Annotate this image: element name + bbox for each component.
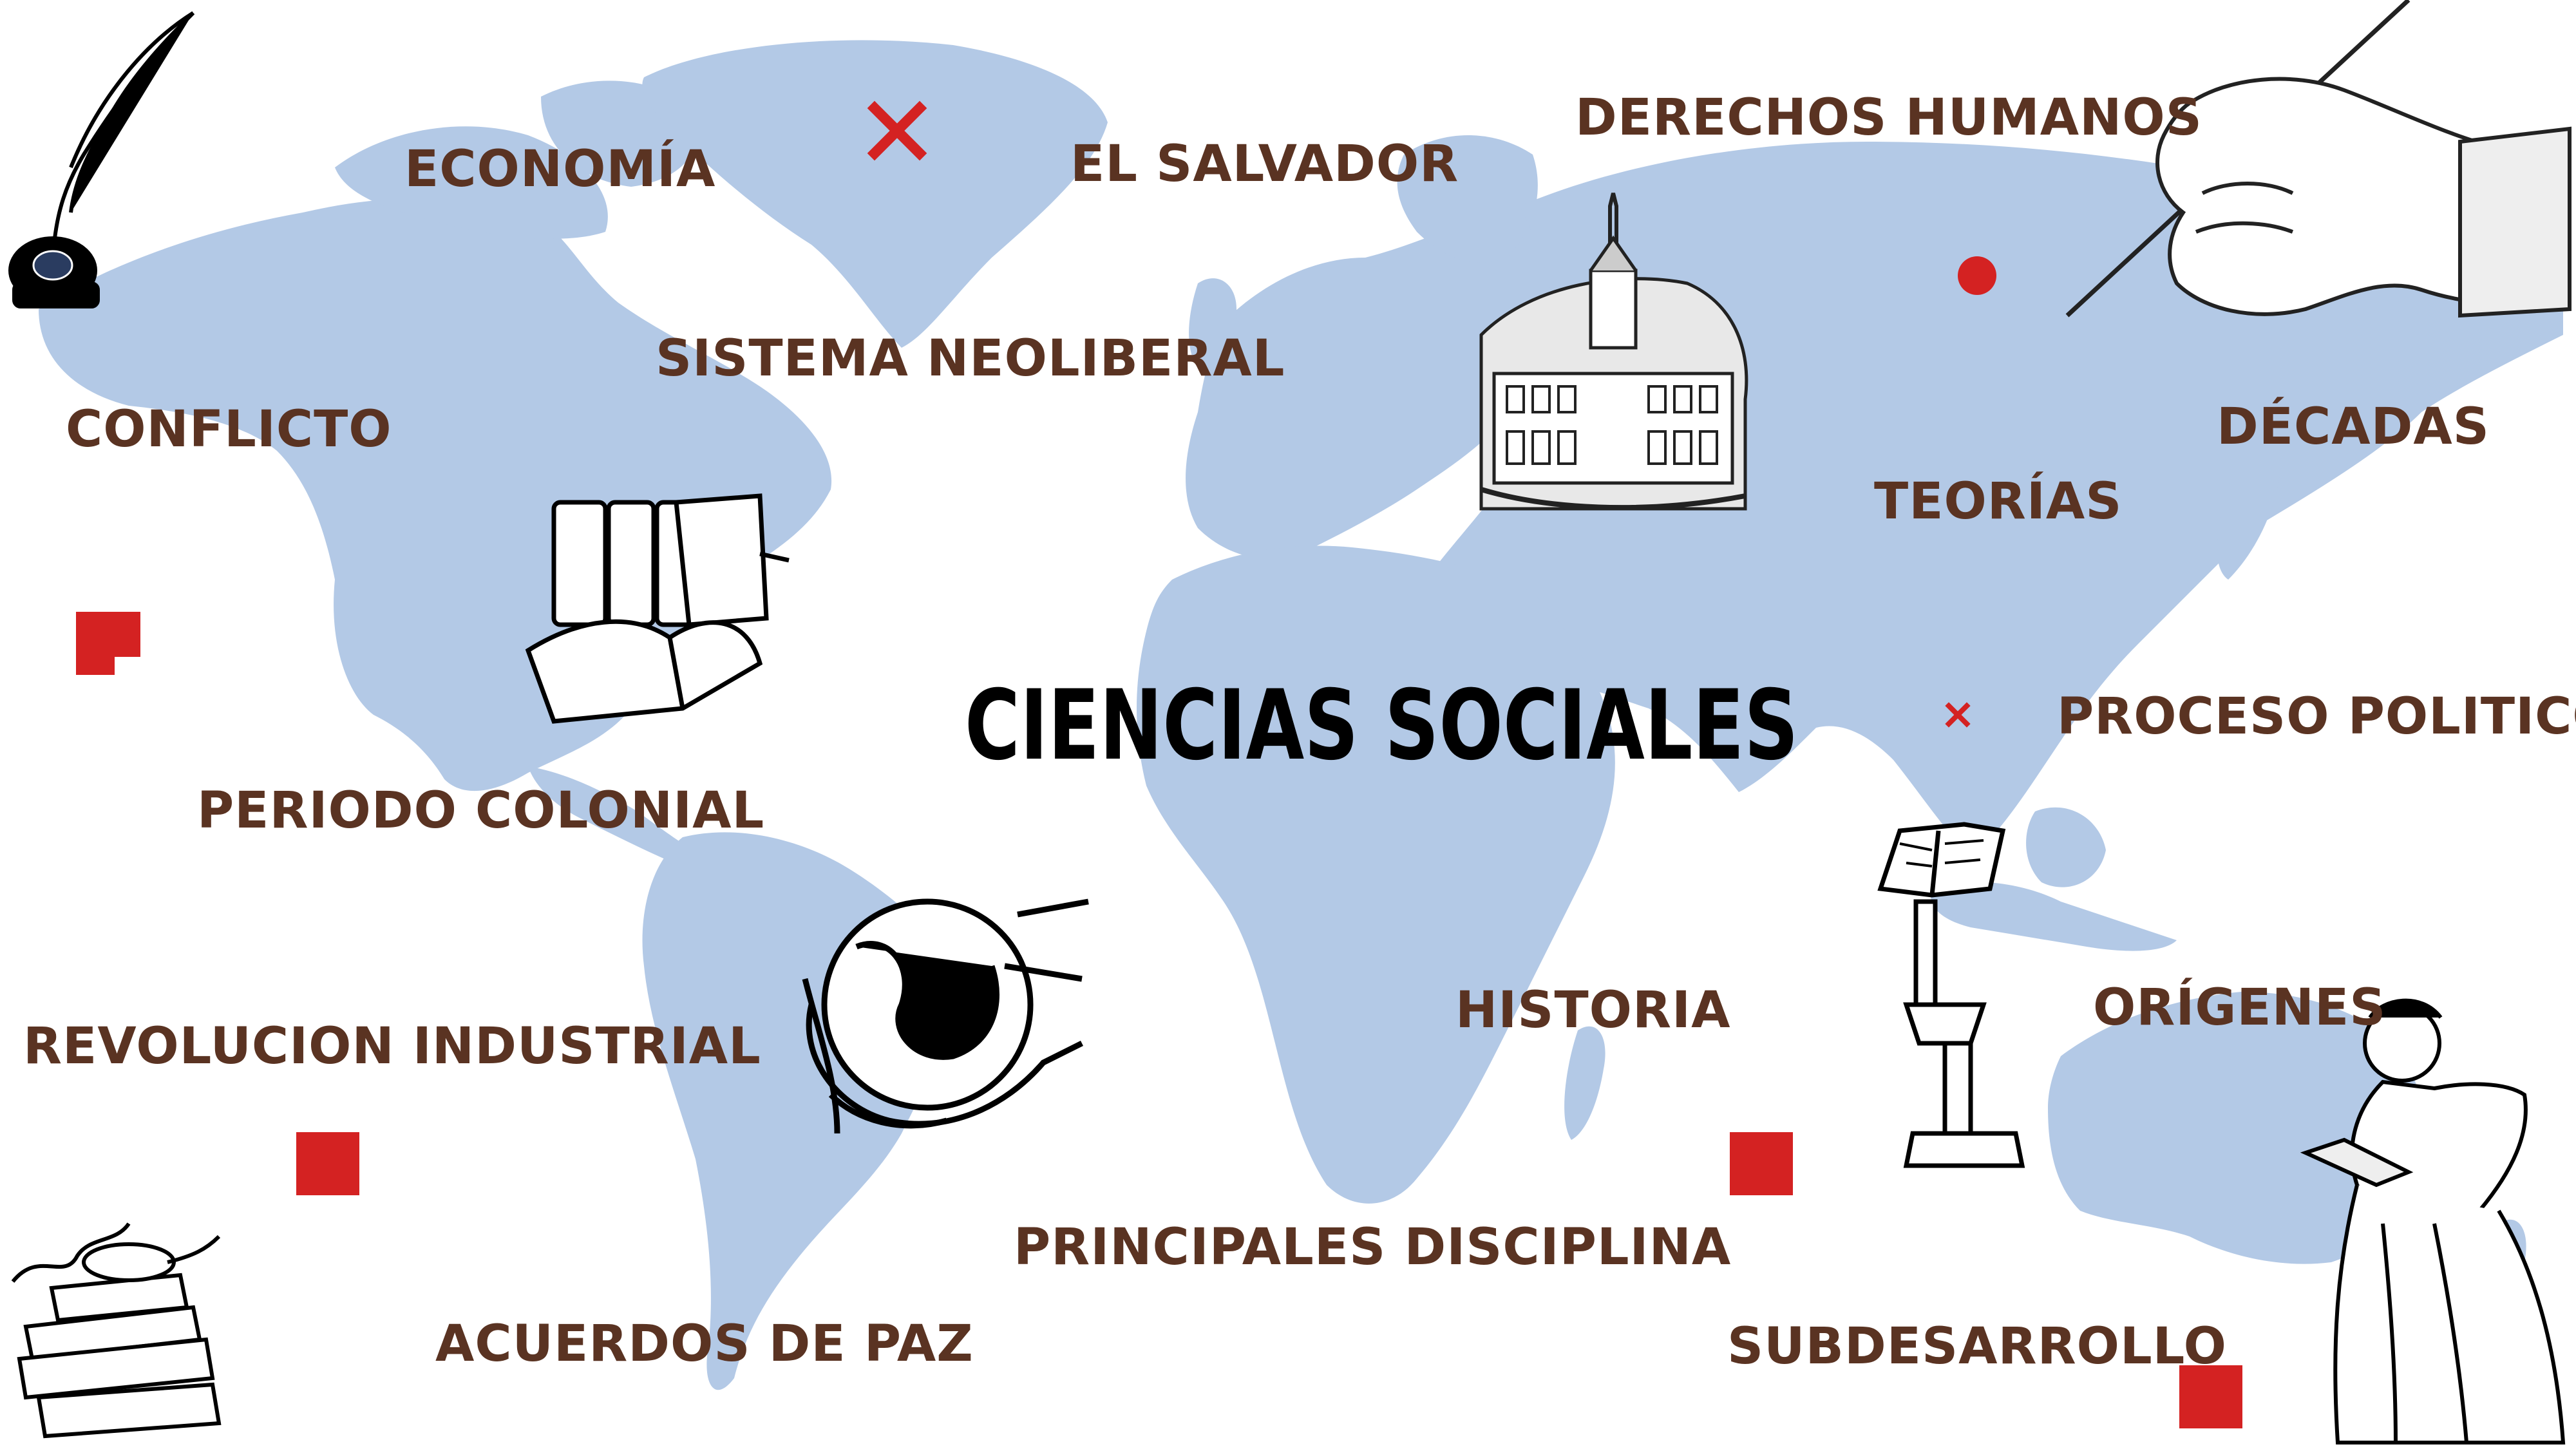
term-proceso-politico: PROCESO POLITICO: [2057, 688, 2576, 746]
small-x-mark-icon: [1945, 702, 1971, 728]
europe-landmass: [1186, 206, 1564, 559]
term-periodo-colonial: PERIODO COLONIAL: [197, 782, 765, 840]
indonesia-landmass: [1931, 882, 2177, 951]
term-conflicto: CONFLICTO: [66, 401, 392, 459]
woman-reading-book-engraving: [2300, 998, 2566, 1444]
term-el-salvador: EL SALVADOR: [1070, 135, 1459, 193]
uk-landmass: [1189, 278, 1236, 374]
colonial-building-engraving: [1479, 193, 1748, 511]
term-revolucion-industrial: REVOLUCION INDUSTRIAL: [23, 1018, 761, 1075]
term-principales-disciplina: PRINCIPALES DISCIPLINA: [1014, 1218, 1732, 1276]
africa-landmass: [1137, 545, 1615, 1204]
term-economia: ECONOMÍA: [404, 140, 716, 198]
arctic-islands: [335, 126, 608, 239]
oil-lamp-and-books-icon: [11, 1222, 222, 1439]
term-origenes: ORÍGENES: [2093, 979, 2387, 1037]
term-derechos-humanos: DERECHOS HUMANOS: [1575, 89, 2202, 147]
north-america-landmass: [39, 198, 832, 791]
red-square-icon: [2179, 1365, 2242, 1428]
red-markers: [76, 100, 2242, 1428]
quill-and-inkwell-icon: [8, 11, 195, 308]
term-acuerdos-de-paz: ACUERDOS DE PAZ: [435, 1315, 974, 1373]
red-square-icon: [296, 1132, 359, 1195]
japan-landmass: [2217, 446, 2280, 580]
x-mark-icon: [867, 100, 927, 161]
borneo-landmass: [2026, 807, 2106, 887]
madagascar-landmass: [1564, 1026, 1605, 1140]
term-historia: HISTORIA: [1455, 981, 1731, 1039]
hands-holding-globe-icon: [802, 898, 1089, 1134]
red-square-icon: [76, 612, 140, 675]
scandinavia-landmass: [1397, 135, 1538, 263]
hand-writing-with-quill-icon: [2065, 0, 2571, 318]
red-square-icon: [1730, 1132, 1793, 1195]
term-sistema-neoliberal: SISTEMA NEOLIBERAL: [656, 330, 1285, 388]
term-decadas: DÉCADAS: [2217, 398, 2490, 456]
greenland-landmass: [642, 40, 1108, 348]
australia-landmass: [2048, 992, 2427, 1264]
main-title: CIENCIAS SOCIALES: [965, 670, 1799, 782]
term-teorias: TEORÍAS: [1874, 473, 2123, 531]
term-subdesarrollo: SUBDESARROLLO: [1727, 1318, 2227, 1376]
central-america-landmass: [528, 766, 702, 869]
stack-of-books-icon: [525, 493, 790, 724]
book-on-lectern-icon: [1877, 822, 2025, 1168]
red-dot-icon: [1958, 256, 1996, 295]
